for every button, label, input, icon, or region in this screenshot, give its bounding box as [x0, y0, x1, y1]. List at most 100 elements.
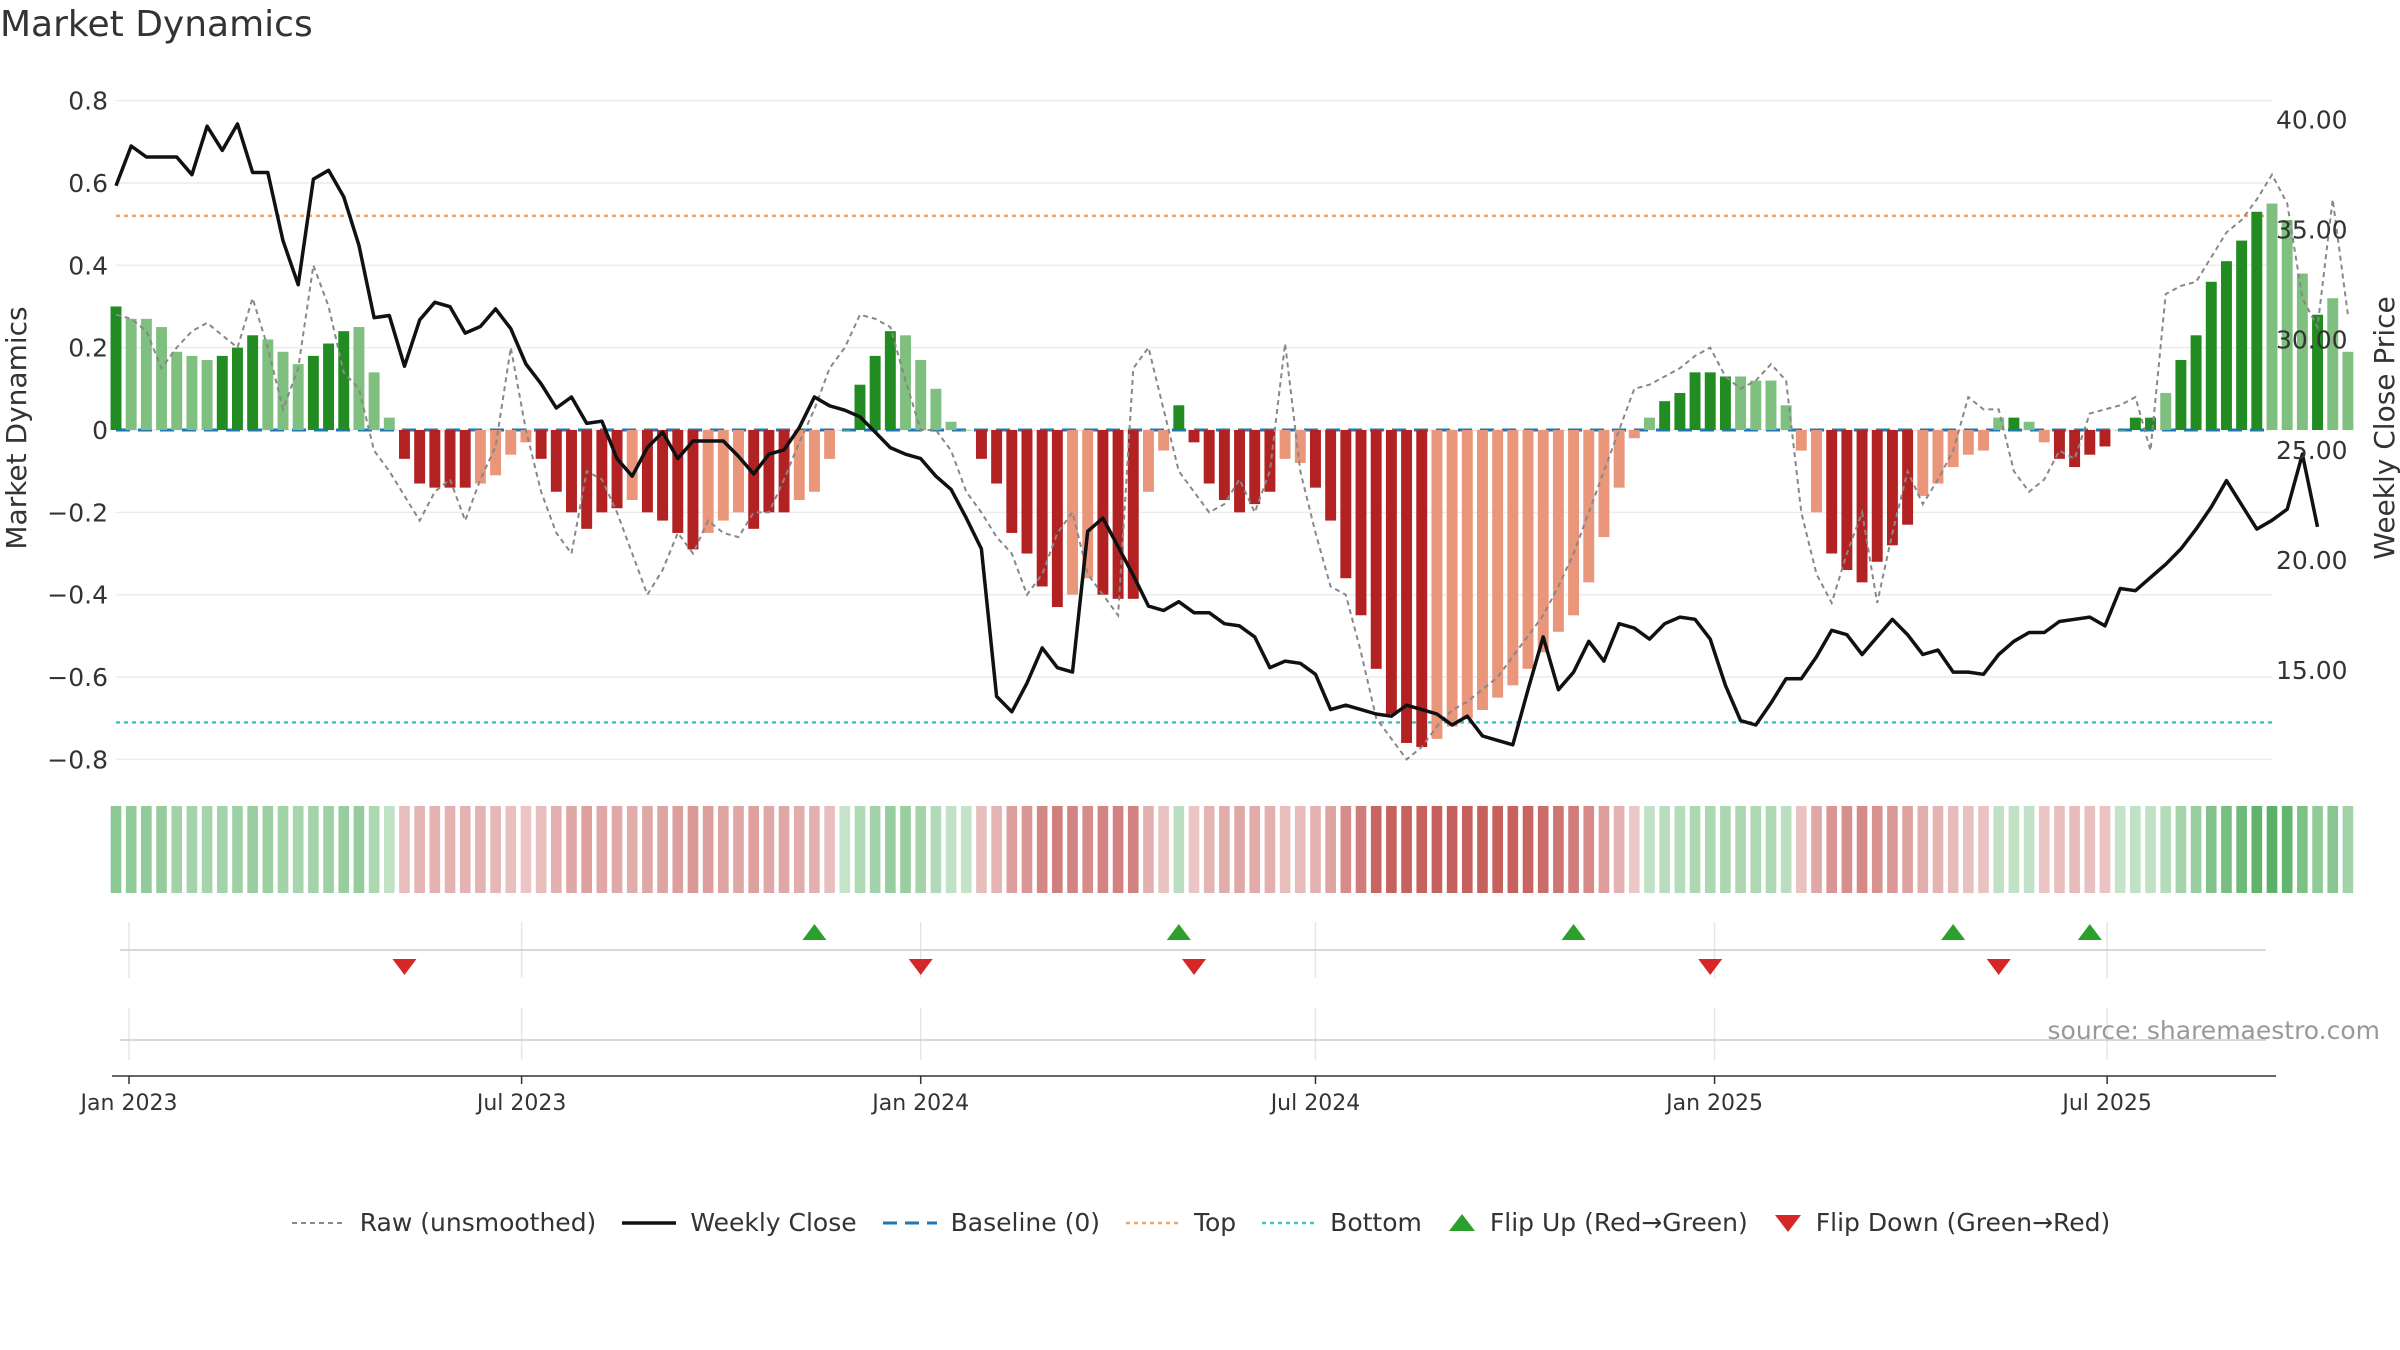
flip-down-marker: [1698, 959, 1723, 975]
momentum-bar: [307, 355, 319, 430]
regime-strip-cell: [2008, 806, 2020, 893]
momentum-bar: [2069, 430, 2081, 468]
regime-strip-cell: [687, 806, 699, 893]
regime-strip-cell: [945, 806, 957, 893]
legend-item-close: Weekly Close: [620, 1208, 857, 1237]
momentum-bar: [383, 417, 395, 430]
momentum-bar: [687, 430, 699, 550]
momentum-bar: [399, 430, 410, 459]
momentum-bar: [2160, 392, 2172, 430]
regime-strip-cell: [1112, 806, 1124, 893]
legend-item-raw: Raw (unsmoothed): [290, 1208, 596, 1237]
regime-strip-cell: [854, 806, 866, 893]
momentum-bar: [1461, 430, 1473, 719]
momentum-bar: [125, 318, 137, 430]
momentum-bar: [1446, 430, 1458, 727]
momentum-bar: [1568, 430, 1580, 616]
regime-strip-cell: [2160, 806, 2172, 893]
legend-item-top: Top: [1124, 1208, 1236, 1237]
momentum-bar: [581, 430, 593, 529]
regime-strip-cell: [2312, 806, 2323, 893]
x-tick-label: Jan 2024: [870, 1091, 969, 1116]
regime-strip-cell: [642, 806, 653, 893]
regime-strip-cell: [414, 806, 425, 893]
axes: Jan 2023 Jul 2023 Jan 2024 Jul 2024 Jan 2025…: [47, 87, 2347, 1116]
momentum-bar: [505, 430, 517, 455]
momentum-bar: [915, 360, 927, 430]
momentum-bar: [1340, 430, 1352, 579]
momentum-bar: [733, 430, 744, 513]
regime-strip-cell: [2084, 806, 2096, 893]
y2-tick-label: 25.00: [2276, 436, 2348, 465]
momentum-bar: [2327, 298, 2339, 430]
momentum-bar: [1431, 430, 1443, 739]
regime-strip-cell: [930, 806, 942, 893]
regime-strip-cell: [216, 806, 228, 893]
momentum-bar: [2190, 335, 2202, 430]
y2-axis-label: Weekly Close Price: [2368, 296, 2400, 559]
momentum-bar: [262, 339, 274, 430]
momentum-bar: [1309, 430, 1321, 488]
momentum-bar: [1325, 430, 1337, 521]
momentum-bar: [490, 430, 502, 476]
regime-strip-cell: [2175, 806, 2187, 893]
legend-item-flip-up: Flip Up (Red→Green): [1446, 1208, 1748, 1237]
x-tick-label: Jan 2023: [79, 1091, 178, 1116]
momentum-bar: [1370, 430, 1382, 669]
regime-strip-cell: [1826, 806, 1838, 893]
momentum-bar: [2038, 430, 2050, 443]
momentum-bar: [2008, 417, 2020, 430]
regime-strip-cell: [581, 806, 592, 893]
legend-label-close: Weekly Close: [690, 1208, 857, 1237]
regime-strip-cell: [657, 806, 668, 893]
regime-strip-cell: [566, 806, 577, 893]
regime-strip-cell: [1598, 806, 1610, 893]
momentum-bar: [535, 430, 547, 459]
momentum-bar: [2175, 360, 2187, 430]
regime-strip-cell: [1978, 806, 1989, 893]
regime-strip-cell: [1553, 806, 1564, 893]
momentum-bar: [763, 430, 775, 513]
regime-strip-cell: [156, 806, 167, 893]
momentum-bar: [1082, 430, 1094, 579]
regime-strip-cell: [900, 806, 911, 893]
momentum-bar: [839, 430, 851, 431]
x-tick-label: Jul 2024: [1269, 1091, 1361, 1116]
momentum-bars: [110, 203, 2354, 748]
regime-strip-cell: [1127, 806, 1139, 893]
momentum-bar: [1127, 430, 1139, 599]
momentum-bar: [1067, 430, 1079, 595]
grid-layer: [116, 99, 2272, 1060]
regime-strip-cell: [793, 806, 805, 893]
momentum-bar: [520, 430, 532, 443]
regime-strip-cell: [1279, 806, 1291, 893]
chart-title: Market Dynamics: [0, 4, 313, 45]
regime-strip-cell: [338, 806, 350, 893]
y-tick-label: 0: [92, 416, 108, 445]
regime-strip-cell: [824, 806, 835, 893]
regime-strip-cell: [1249, 806, 1261, 893]
momentum-bar: [1158, 430, 1170, 451]
regime-strip-cell: [1294, 806, 1306, 893]
momentum-bar: [1644, 417, 1655, 430]
regime-strip-cell: [1325, 806, 1336, 893]
regime-strip-cell: [718, 806, 729, 893]
regime-strip-cell: [2099, 806, 2111, 893]
momentum-bar: [2084, 430, 2096, 455]
weekly-close-series: [114, 122, 2320, 747]
momentum-bar: [1811, 430, 1822, 513]
regime-strip-cell: [733, 806, 744, 893]
regime-strip-cell: [2038, 806, 2050, 893]
legend-item-baseline: Baseline (0): [881, 1208, 1100, 1237]
y2-tick-label: 15.00: [2276, 656, 2348, 685]
regime-strip-cell: [383, 806, 395, 893]
regime-strip-cell: [490, 806, 501, 893]
momentum-bar: [657, 430, 669, 521]
momentum-bar: [444, 430, 456, 488]
momentum-bar: [1841, 430, 1853, 570]
momentum-bar: [1598, 430, 1610, 538]
regime-strip-cell: [1765, 806, 1777, 893]
momentum-bar: [323, 343, 335, 430]
y2-tick-label: 20.00: [2276, 546, 2348, 575]
momentum-bar: [186, 355, 198, 430]
